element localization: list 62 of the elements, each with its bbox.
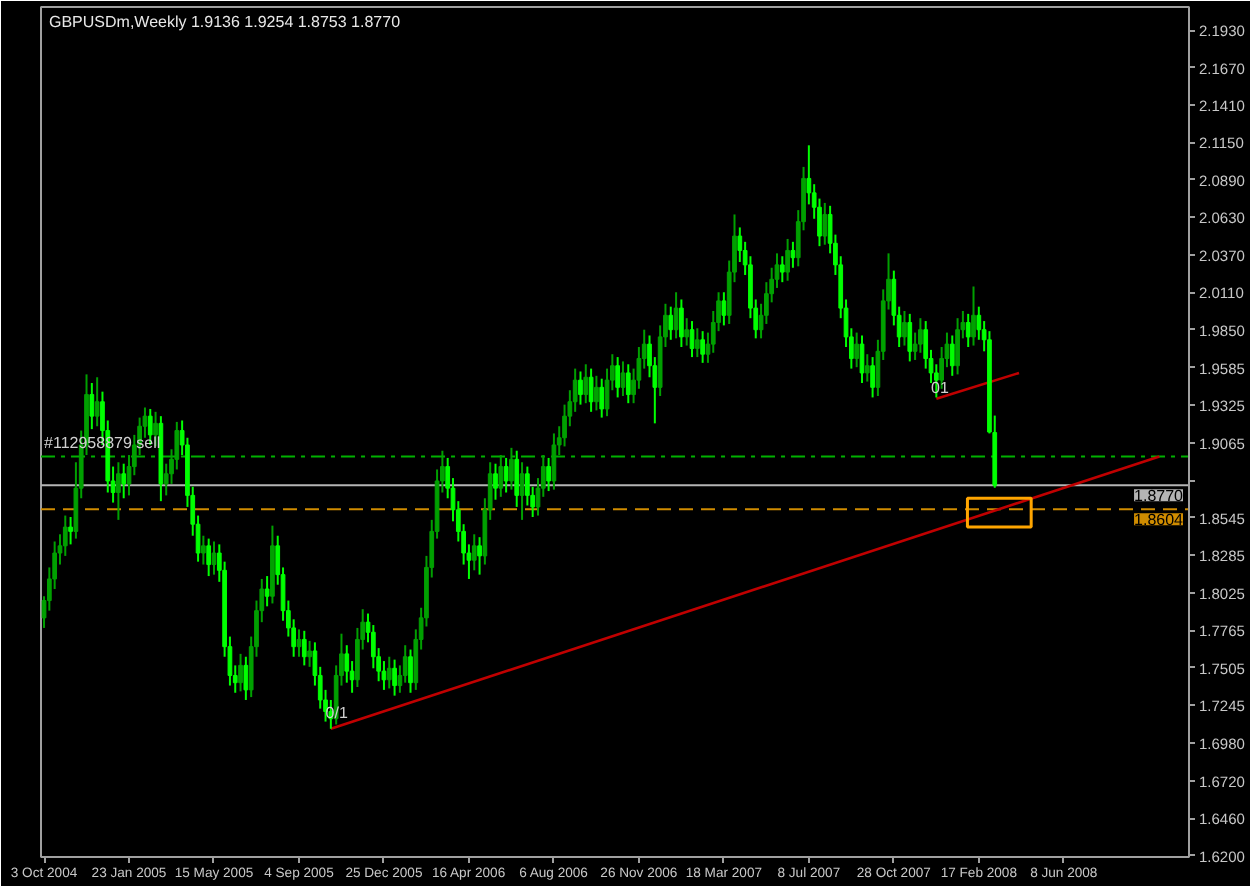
- candlestick: [615, 356, 621, 399]
- candlestick: [408, 648, 413, 694]
- candlestick: [949, 334, 955, 377]
- candlestick: [238, 652, 243, 693]
- candlestick: [301, 629, 307, 667]
- candlestick: [94, 376, 100, 428]
- candlestick: [546, 456, 551, 493]
- candlestick: [971, 285, 976, 347]
- candlestick: [578, 370, 583, 406]
- candlestick: [694, 327, 700, 359]
- candlestick: [854, 331, 860, 369]
- candlestick: [514, 449, 520, 508]
- candlestick: [684, 317, 690, 347]
- candlestick: [859, 334, 865, 385]
- candlestick: [471, 533, 477, 572]
- candlestick: [264, 575, 270, 608]
- candlestick: [779, 255, 785, 284]
- candlestick: [907, 312, 913, 363]
- candlestick: [594, 374, 599, 412]
- candlestick: [89, 382, 95, 431]
- candlestick: [62, 514, 68, 557]
- candlestick: [620, 360, 626, 397]
- candlestick: [583, 363, 589, 405]
- candlestick: [243, 655, 249, 701]
- candlestick: [721, 291, 727, 327]
- candlestick: [918, 317, 923, 354]
- candlestick: [509, 446, 514, 491]
- candlestick: [599, 377, 605, 419]
- ref-line-label: 1.8604: [1134, 511, 1185, 530]
- candlestick: [392, 658, 397, 697]
- candlestick: [965, 312, 971, 348]
- candlestick: [689, 320, 695, 359]
- candlestick: [307, 639, 312, 668]
- candlestick: [477, 536, 482, 576]
- candlestick: [551, 432, 557, 491]
- candlestick: [493, 462, 498, 501]
- candlestick: [588, 367, 594, 413]
- candlestick: [503, 456, 509, 494]
- candlestick: [121, 462, 127, 500]
- candlestick: [870, 356, 875, 399]
- candlestick: [673, 291, 679, 340]
- ref-line-label: 1.8770: [1134, 487, 1185, 506]
- candlestick: [625, 363, 631, 405]
- candlestick: [386, 655, 392, 690]
- chart-title: GBPUSDm,Weekly 1.9136 1.9254 1.8753 1.8770: [49, 13, 402, 31]
- candlestick: [700, 330, 705, 364]
- candlestick: [822, 201, 828, 246]
- candlestick: [206, 537, 212, 578]
- candlestick: [201, 534, 206, 566]
- candlestick: [785, 237, 790, 282]
- candlestick: [955, 317, 960, 376]
- candlestick: [679, 298, 684, 348]
- candlestick: [790, 240, 796, 269]
- candlestick: [498, 454, 504, 498]
- candlestick: [296, 628, 302, 658]
- candlestick: [864, 353, 870, 383]
- candlestick: [68, 516, 73, 546]
- candlestick: [519, 461, 525, 521]
- candlestick: [902, 309, 907, 347]
- candlestick: [116, 461, 121, 521]
- candlestick: [211, 540, 217, 576]
- candlestick: [668, 305, 674, 341]
